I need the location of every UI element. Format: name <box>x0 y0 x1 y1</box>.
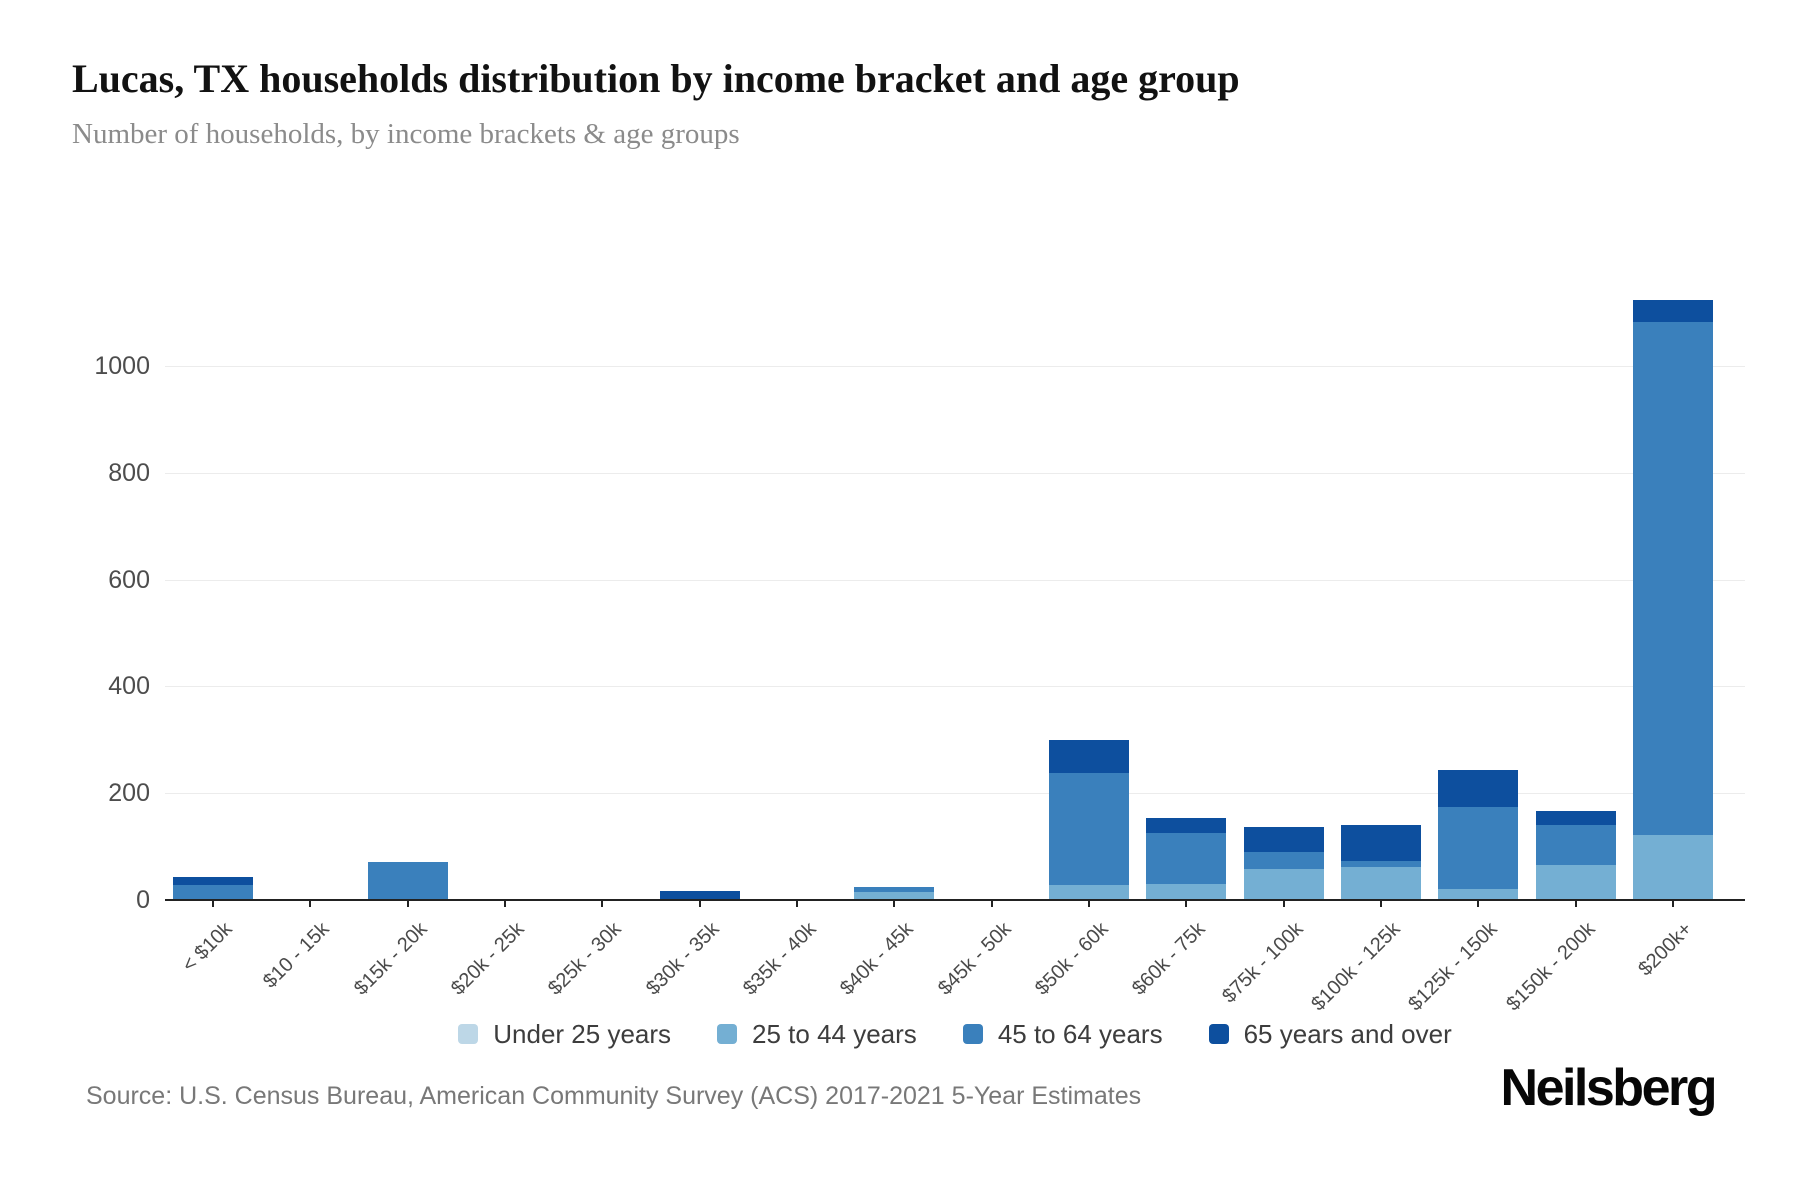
x-axis-tick <box>309 901 312 907</box>
legend-label: 65 years and over <box>1243 1018 1452 1049</box>
legend-label: 25 to 44 years <box>752 1018 917 1049</box>
x-axis-line <box>165 899 1745 901</box>
bar-segment-45-to-64-years[interactable] <box>854 886 935 892</box>
x-axis-tick <box>1087 901 1090 907</box>
gridline <box>165 793 1745 795</box>
bar-segment-45-to-64-years[interactable] <box>173 884 253 900</box>
bar-segment-65-years-and-over[interactable] <box>1438 770 1519 807</box>
y-axis-tick-label: 800 <box>108 458 150 487</box>
x-axis-tick <box>1185 901 1188 907</box>
x-axis-tick <box>1671 901 1674 907</box>
bar-segment-45-to-64-years[interactable] <box>1340 861 1421 867</box>
chart-subtitle: Number of households, by income brackets… <box>72 118 740 150</box>
x-axis-tick <box>406 901 409 907</box>
bar-segment-65-years-and-over[interactable] <box>1632 299 1713 322</box>
x-axis-tick <box>698 901 701 907</box>
bar-segment-65-years-and-over[interactable] <box>1048 739 1129 773</box>
bar-segment-65-years-and-over[interactable] <box>1243 827 1324 853</box>
gridline <box>165 366 1745 367</box>
legend-swatch-icon <box>717 1024 738 1044</box>
x-axis-tick <box>795 901 798 907</box>
bar-segment-25-to-44-years[interactable] <box>1535 865 1616 900</box>
bar-segment-25-to-44-years[interactable] <box>1146 883 1227 900</box>
source-text: Source: U.S. Census Bureau, American Com… <box>86 1082 1142 1110</box>
x-axis-tick <box>503 901 506 907</box>
plot-area <box>165 280 1745 900</box>
x-axis-tick <box>1379 901 1382 907</box>
y-axis-tick-label: 400 <box>108 672 150 701</box>
bar-segment-25-to-44-years[interactable] <box>1048 884 1129 900</box>
x-axis-tick <box>212 901 214 907</box>
bar-segment-25-to-44-years[interactable] <box>1632 834 1713 900</box>
x-axis-tick <box>893 901 896 907</box>
bar-segment-45-to-64-years[interactable] <box>1438 806 1519 890</box>
bar-segment-25-to-44-years[interactable] <box>854 892 935 900</box>
brand-logo: Neilsberg <box>1500 1059 1718 1117</box>
legend-item-25-to-44-years[interactable]: 25 to 44 years <box>717 1019 917 1050</box>
gridline <box>165 686 1745 688</box>
y-axis-tick-label: 0 <box>136 886 150 914</box>
bar-segment-65-years-and-over[interactable] <box>173 877 253 885</box>
y-axis-tick-label: 600 <box>108 565 150 594</box>
legend: Under 25 years 25 to 44 years 45 to 64 yea… <box>165 1015 1745 1053</box>
bar-segment-65-years-and-over[interactable] <box>1340 824 1421 862</box>
bar-segment-25-to-44-years[interactable] <box>1340 866 1421 900</box>
bar-segment-45-to-64-years[interactable] <box>367 862 448 900</box>
y-axis-tick-label: 1000 <box>94 352 150 380</box>
legend-swatch-icon <box>1208 1024 1229 1044</box>
legend-swatch-icon <box>458 1024 479 1044</box>
legend-label: Under 25 years <box>493 1018 672 1049</box>
x-axis-tick <box>601 901 604 907</box>
bar-segment-45-to-64-years[interactable] <box>1146 833 1227 884</box>
bar-segment-45-to-64-years[interactable] <box>1243 852 1324 870</box>
bar-segment-25-to-44-years[interactable] <box>1243 869 1324 900</box>
legend-label: 45 to 64 years <box>997 1018 1163 1049</box>
legend-item-45-to-64-years[interactable]: 45 to 64 years <box>962 1018 1163 1050</box>
y-axis-tick-label: 200 <box>108 779 150 808</box>
bar-segment-65-years-and-over[interactable] <box>659 891 740 900</box>
gridline <box>165 579 1745 581</box>
x-axis-tick <box>990 901 993 907</box>
chart-title: Lucas, TX households distribution by inc… <box>72 56 1240 101</box>
x-axis-tick <box>1477 901 1480 907</box>
legend-item-65-years-and-over[interactable]: 65 years and over <box>1208 1018 1452 1050</box>
bar-segment-65-years-and-over[interactable] <box>1535 810 1616 826</box>
x-axis-tick <box>1574 901 1577 907</box>
bar-segment-45-to-64-years[interactable] <box>1048 772 1129 885</box>
bar-segment-65-years-and-over[interactable] <box>1146 817 1227 834</box>
x-axis-tick <box>1282 901 1285 907</box>
legend-swatch-icon <box>962 1024 983 1044</box>
bar-segment-45-to-64-years[interactable] <box>1535 825 1616 866</box>
bar-segment-25-to-44-years[interactable] <box>1438 889 1519 900</box>
bar-segment-45-to-64-years[interactable] <box>1632 321 1713 835</box>
gridline <box>165 472 1745 474</box>
legend-item-under-25-years[interactable]: Under 25 years <box>458 1019 671 1050</box>
